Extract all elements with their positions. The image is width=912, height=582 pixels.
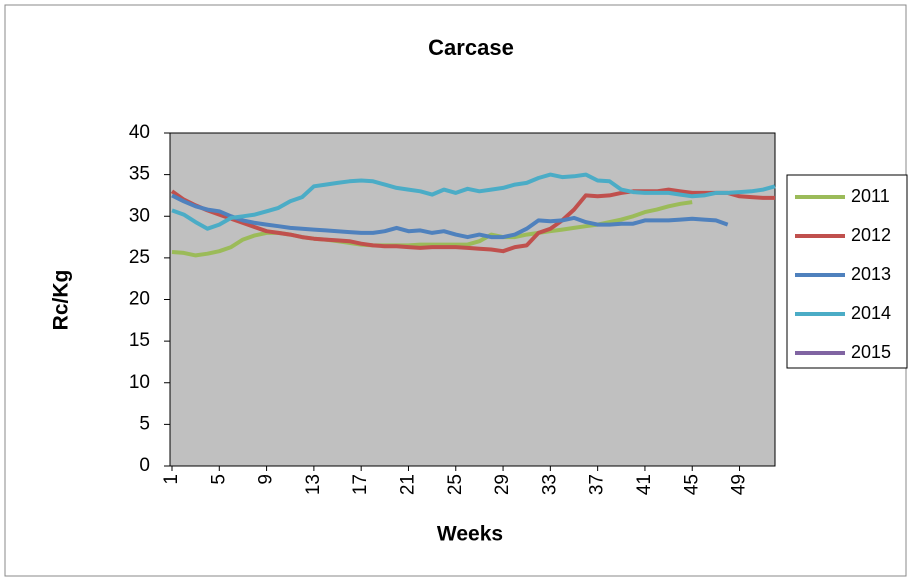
- x-tick-label: 5: [208, 474, 229, 485]
- x-tick-label: 9: [256, 474, 277, 485]
- y-tick-label: 20: [129, 289, 150, 310]
- x-tick-label: 21: [397, 474, 418, 495]
- y-tick-label: 5: [139, 413, 150, 434]
- x-tick-label: 33: [539, 474, 560, 495]
- y-tick-label: 25: [129, 247, 150, 268]
- x-tick-label: 37: [587, 474, 608, 495]
- plot-area: [169, 132, 776, 467]
- y-axis-label: Rc/Kg: [50, 270, 73, 331]
- legend-label: 2014: [851, 303, 891, 323]
- legend-label: 2013: [851, 264, 891, 284]
- y-tick-label: 10: [129, 372, 150, 393]
- x-tick-label: 41: [634, 474, 655, 495]
- x-tick-label: 13: [303, 474, 324, 495]
- x-tick-label: 1: [161, 474, 182, 485]
- y-tick-label: 15: [129, 330, 150, 351]
- x-tick-label: 17: [350, 474, 371, 495]
- x-axis-label: Weeks: [437, 523, 503, 546]
- x-tick-label: 45: [681, 474, 702, 495]
- line-series: [171, 172, 776, 231]
- legend: [786, 174, 908, 369]
- y-tick-label: 30: [129, 205, 150, 226]
- legend-label: 2012: [851, 225, 891, 245]
- x-tick-label: 49: [729, 474, 750, 495]
- legend-label: 2015: [851, 342, 891, 362]
- y-tick-label: 40: [129, 122, 150, 143]
- line-series: [171, 193, 729, 240]
- chart-title: Carcase: [428, 35, 514, 60]
- x-tick-label: 29: [492, 474, 513, 495]
- y-tick-label: 35: [129, 164, 150, 185]
- x-tick-label: 25: [445, 474, 466, 495]
- y-tick-label: 0: [139, 455, 150, 476]
- legend-label: 2011: [851, 186, 890, 206]
- line-series: [170, 187, 775, 254]
